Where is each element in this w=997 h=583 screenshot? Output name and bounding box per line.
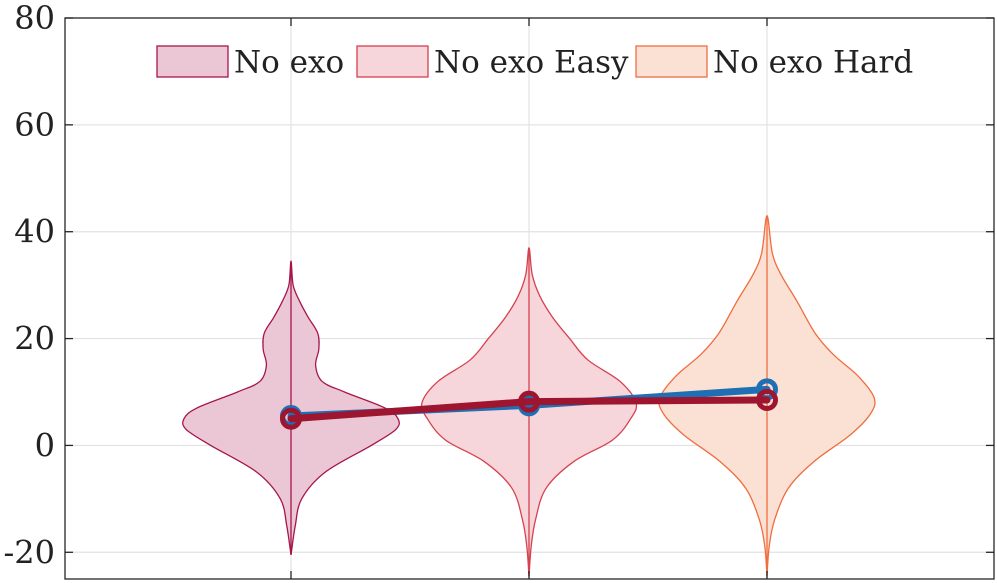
legend-swatch-1 <box>156 45 229 78</box>
series-2-point-3 <box>756 389 778 412</box>
legend: No exo No exo Easy No exo Hard <box>156 45 913 81</box>
series-2-line <box>287 396 771 423</box>
legend-label-3: No exo Hard <box>713 45 913 81</box>
y-tick-label: -20 <box>3 533 55 571</box>
series-2-point-2 <box>518 390 540 413</box>
legend-label-2: No exo Easy <box>434 45 629 81</box>
series <box>280 378 778 430</box>
y-tick-label: 80 <box>14 0 55 37</box>
series-2-point-1 <box>280 407 302 430</box>
legend-label-1: No exo <box>234 45 344 81</box>
y-axis: 80 60 40 20 0 -20 <box>3 0 994 579</box>
y-tick-label: 20 <box>14 320 55 358</box>
legend-swatch-3 <box>635 45 708 78</box>
y-tick-label: 40 <box>14 213 55 251</box>
y-tick-label: 60 <box>14 106 55 144</box>
legend-swatch-2 <box>356 45 429 78</box>
y-tick-label: 0 <box>35 426 55 464</box>
